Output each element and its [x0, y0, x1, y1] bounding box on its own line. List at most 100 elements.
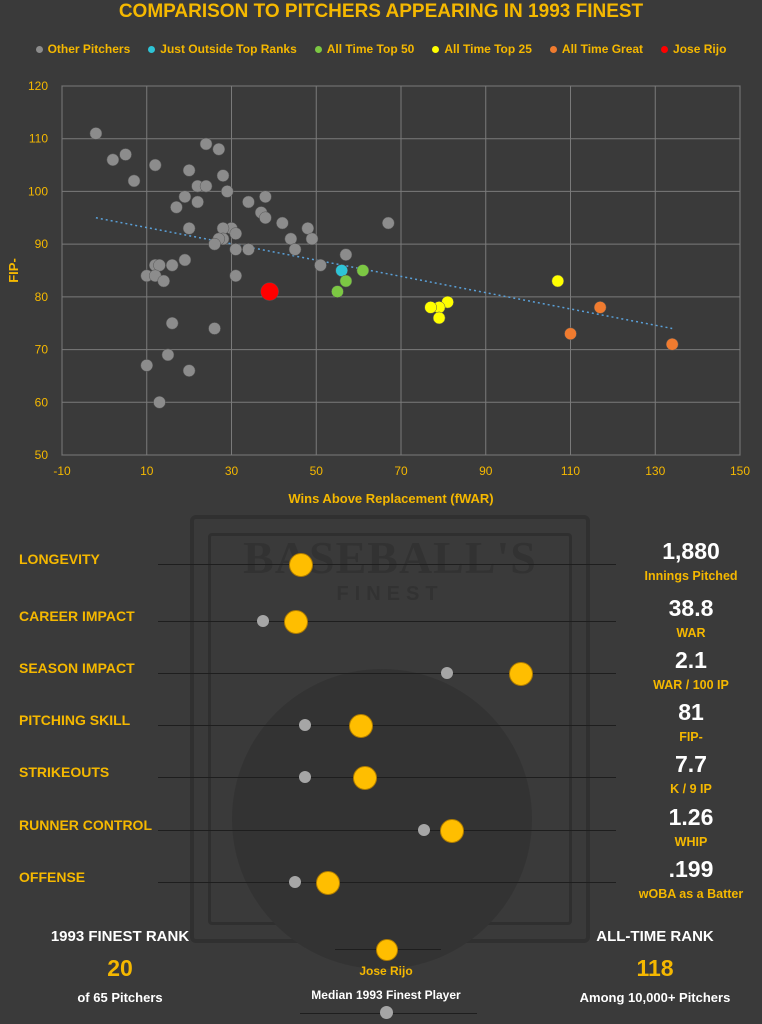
data-point [331, 285, 344, 298]
data-point [182, 364, 196, 377]
data-point [314, 258, 327, 272]
player-marker [316, 871, 341, 895]
x-tick-label: 10 [140, 464, 154, 478]
data-point [212, 143, 226, 156]
legend-entry: Other Pitchers [35, 42, 131, 56]
data-point [165, 316, 179, 330]
stat-unit: WAR / 100 IP [653, 678, 729, 692]
data-point [424, 301, 437, 314]
stat-value: 38.8 [668, 595, 714, 621]
stat-unit: wOBA as a Batter [638, 887, 744, 901]
data-point [665, 338, 679, 351]
category-label: CAREER IMPACT [19, 608, 135, 624]
legend-label: All Time Great [561, 42, 644, 56]
data-point [182, 222, 196, 235]
category-track [158, 673, 616, 674]
stat-unit: FIP- [679, 730, 703, 744]
legend-entry: Just Outside Top Ranks [148, 42, 297, 56]
category-label: OFFENSE [19, 869, 86, 885]
key-median-dot [380, 1006, 393, 1019]
median-marker [257, 615, 270, 627]
median-marker [298, 719, 311, 731]
data-point [140, 359, 153, 372]
data-point [229, 243, 242, 256]
legend-label: Just Outside Top Ranks [160, 42, 297, 56]
key-player-label: Jose Rijo [359, 964, 413, 978]
y-tick-label: 70 [35, 343, 49, 357]
data-point [564, 327, 577, 341]
data-point [260, 282, 279, 301]
alltime-rank-subtitle: Among 10,000+ Pitchers [579, 990, 731, 1005]
data-point [170, 200, 183, 214]
data-point [182, 164, 196, 177]
data-point [161, 348, 175, 362]
player-marker [508, 662, 533, 686]
player-marker [353, 766, 378, 790]
y-tick-label: 60 [35, 395, 49, 409]
category-label: LONGEVITY [19, 551, 100, 567]
key-player-dot [376, 939, 398, 961]
category-track [158, 621, 616, 622]
data-point [199, 179, 213, 193]
legend-swatch [549, 45, 557, 53]
data-point [229, 269, 242, 283]
legend-label: Other Pitchers [47, 42, 131, 56]
y-axis-title: FIP- [6, 258, 21, 283]
category-track [158, 564, 616, 565]
data-point [432, 311, 446, 325]
logo-circle [232, 669, 532, 969]
data-point [382, 216, 395, 230]
x-tick-label: 130 [645, 464, 665, 478]
data-point [153, 396, 166, 409]
data-point [229, 227, 242, 240]
x-tick-label: 150 [730, 464, 750, 478]
data-point [259, 211, 272, 225]
category-track [158, 725, 616, 726]
key-median-label: Median 1993 Finest Player [311, 988, 461, 1002]
median-marker [289, 876, 302, 888]
stat-value: 7.7 [675, 751, 707, 777]
player-marker [284, 610, 309, 634]
legend-swatch [432, 45, 440, 53]
data-point [153, 258, 166, 272]
stat-value: 1,880 [662, 538, 720, 564]
data-point [284, 232, 298, 246]
data-point [301, 222, 315, 235]
chart-title: COMPARISON TO PITCHERS APPEARING IN 1993… [118, 1, 644, 22]
finest-rank-subtitle: of 65 Pitchers [77, 990, 163, 1005]
legend-swatch [35, 45, 43, 53]
data-point [276, 216, 289, 230]
data-point [148, 158, 162, 172]
data-point [165, 258, 179, 272]
chart-legend: Other Pitchers Just Outside Top Ranks All … [0, 42, 762, 56]
data-point [339, 274, 353, 288]
data-point [208, 237, 221, 251]
stat-unit: WAR [676, 626, 706, 640]
data-point [208, 322, 221, 335]
y-tick-label: 120 [28, 79, 48, 93]
data-point [593, 301, 607, 314]
data-point [339, 248, 353, 261]
category-track [158, 882, 616, 883]
x-tick-label: 30 [225, 464, 239, 478]
data-point [127, 174, 141, 188]
player-marker [288, 553, 313, 577]
data-point [242, 243, 255, 256]
stat-unit: K / 9 IP [670, 782, 712, 796]
y-tick-label: 90 [35, 237, 49, 251]
data-point [356, 264, 370, 277]
logo-subtitle: FINEST [336, 583, 444, 605]
logo-wordmark: BASEBALL'S [243, 532, 537, 583]
median-marker [298, 771, 311, 783]
data-point [106, 153, 120, 167]
data-point [335, 264, 348, 277]
stat-value: 1.26 [668, 804, 714, 830]
x-tick-label: -10 [53, 464, 71, 478]
scatter-plot: -10 10 30 50 70 90 110 130 150 50 60 70 80 90 100 110 12… [6, 79, 750, 506]
stat-value: 81 [678, 699, 704, 725]
category-label: STRIKEOUTS [19, 764, 110, 780]
data-point [259, 190, 272, 203]
player-marker [348, 714, 373, 738]
category-track [158, 830, 616, 831]
legend-label: Jose Rijo [673, 42, 727, 56]
